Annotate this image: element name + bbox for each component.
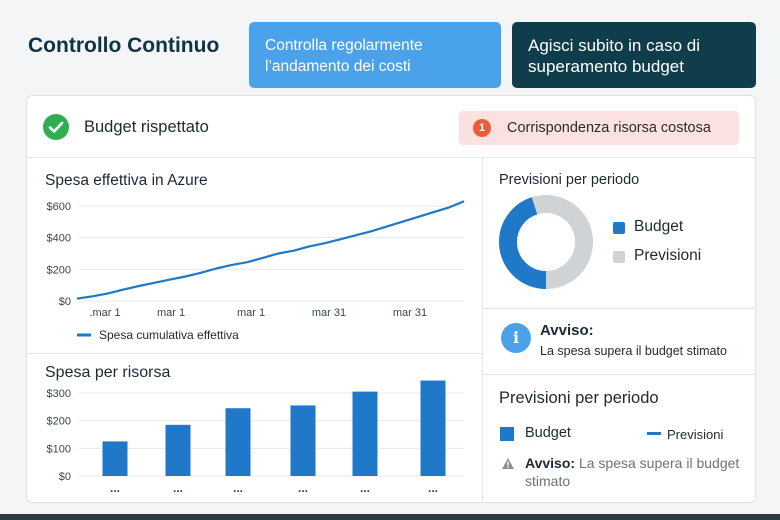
forecast-donut-chart xyxy=(499,195,593,289)
actual-spend-title: Spesa effettiva in Azure xyxy=(45,172,208,189)
bar xyxy=(165,424,191,476)
status-row: Budget rispettato 1 Corrispondenza risor… xyxy=(27,96,755,158)
alert-label: Corrispondenza risorsa costosa xyxy=(507,120,711,136)
forecast-warning: Avviso: La spesa supera il budget stimat… xyxy=(525,454,753,490)
actual-spend-card: Spesa effettiva in Azure $600 $400 $200 $0.… xyxy=(27,158,483,354)
line-series-spesa-cumulativa xyxy=(76,200,465,300)
bar xyxy=(225,408,251,476)
spend-by-resource-title: Spesa per risorsa xyxy=(45,364,171,381)
tip-act-on-overrun: Agisci subito in caso di superamento bud… xyxy=(512,22,756,88)
check-circle-icon xyxy=(43,114,69,140)
line-x-tick-label: mar 31 xyxy=(312,307,346,319)
app-title: Controllo Continuo xyxy=(28,34,220,57)
forecast-warning-text: La spesa supera il budget stimato xyxy=(525,455,740,489)
bar-category-label: ... xyxy=(298,481,308,495)
bar-y-tick-label: $100 xyxy=(47,443,71,455)
line-x-tick-label: .mar 1 xyxy=(89,307,120,319)
forecast-donut-card: Previsioni per periodo Budget Previsioni xyxy=(483,158,755,309)
bar xyxy=(420,380,446,476)
forecast-warning-title: Avviso: xyxy=(525,455,576,471)
warning-triangle-icon xyxy=(502,458,514,469)
actual-spend-line-chart: $600 $400 $200 $0 .mar 1 mar 1 mar 1 mar 31 mar … xyxy=(47,200,465,342)
spend-by-resource-card: Spesa per risorsa $300 $200 $100 $0........… xyxy=(27,354,483,502)
bar-category-label: ... xyxy=(173,481,183,495)
bar xyxy=(102,441,128,476)
forecast-line-swatch xyxy=(647,432,661,435)
forecast-donut-title: Previsioni per periodo xyxy=(499,172,640,188)
line-y-tick-label: $0 xyxy=(59,296,71,308)
line-x-tick-label: mar 1 xyxy=(237,307,265,319)
window-bottom-edge xyxy=(0,514,780,520)
info-title: Avviso: xyxy=(540,322,594,339)
line-legend-label: Spesa cumulativa effettiva xyxy=(99,328,239,342)
budget-label: Budget xyxy=(525,425,571,441)
line-y-tick-label: $400 xyxy=(47,233,71,245)
donut-slice-budget xyxy=(499,195,593,289)
bar-category-label: ... xyxy=(110,481,120,495)
dashboard-panel: Budget rispettato 1 Corrispondenza risor… xyxy=(26,95,756,503)
spend-by-resource-bar-chart: $300 $200 $100 $0.................. xyxy=(47,380,464,495)
alert-count-badge: 1 xyxy=(473,119,491,137)
bar-category-label: ... xyxy=(233,481,243,495)
line-y-tick-label: $200 xyxy=(47,264,71,276)
info-warning-card: i Avviso: La spesa supera il budget stim… xyxy=(483,309,755,375)
line-x-tick-label: mar 1 xyxy=(157,307,185,319)
bar-category-label: ... xyxy=(428,481,438,495)
forecast-label: Previsioni xyxy=(667,427,724,442)
info-text: La spesa supera il budget stimato xyxy=(540,344,727,358)
line-x-tick-label: mar 31 xyxy=(393,307,427,319)
bar-y-tick-label: $0 xyxy=(59,471,71,483)
tip-monitor-costs: Controlla regolarmente l’andamento dei c… xyxy=(249,22,501,88)
legend-swatch-budget xyxy=(613,222,625,234)
bar-y-tick-label: $300 xyxy=(47,388,71,400)
line-y-tick-label: $600 xyxy=(47,201,71,213)
legend-label-forecast: Previsioni xyxy=(634,247,702,264)
legend-swatch-forecast xyxy=(613,251,625,263)
budget-ok-status: Budget rispettato xyxy=(84,118,209,136)
bar xyxy=(352,391,378,476)
forecast-period-title: Previsioni per periodo xyxy=(499,389,659,407)
bar-y-tick-label: $200 xyxy=(47,416,71,428)
bar xyxy=(290,405,316,476)
info-icon: i xyxy=(501,323,531,353)
forecast-period-card: Previsioni per periodo Budget Previsioni… xyxy=(483,375,755,502)
bar-category-label: ... xyxy=(360,481,370,495)
budget-swatch xyxy=(500,427,514,441)
legend-label-budget: Budget xyxy=(634,218,684,235)
costly-resource-alert[interactable]: 1 Corrispondenza risorsa costosa xyxy=(459,111,739,145)
